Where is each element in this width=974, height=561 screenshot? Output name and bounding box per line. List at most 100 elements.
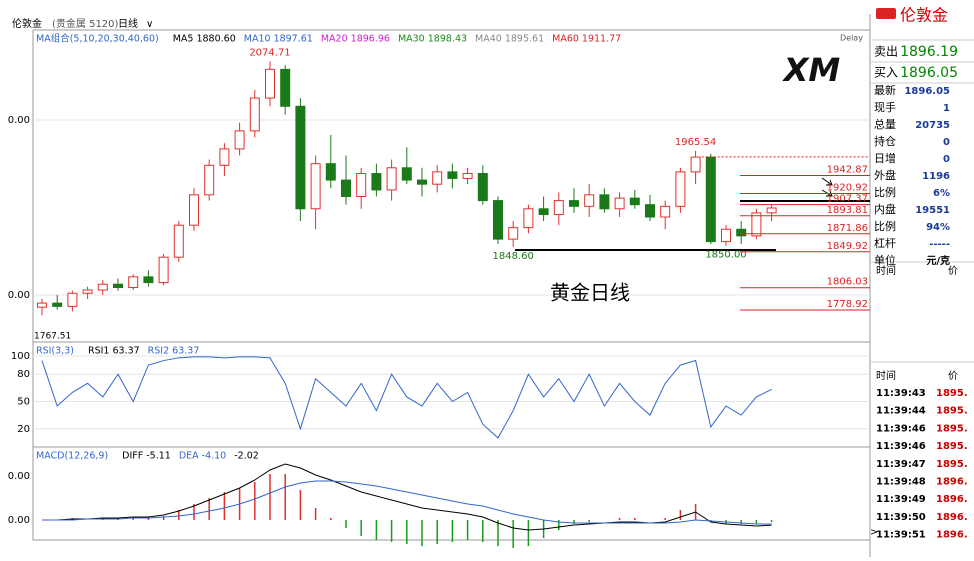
badge (876, 8, 896, 19)
candle-body (401, 167, 412, 181)
candle-body (705, 156, 716, 243)
tick-time: 11:39:47 (876, 459, 926, 470)
candle-body (462, 173, 473, 179)
candle-body (325, 163, 336, 181)
dea-line (42, 480, 772, 525)
candle-body (493, 200, 503, 240)
sell-label: 卖出 (874, 45, 898, 59)
price-annotation: 1850.00 (705, 250, 746, 261)
candle-body (614, 197, 625, 210)
y-axis-label: 0.00 (8, 515, 30, 526)
candle-body (280, 68, 291, 107)
quote-title: 伦敦金 (900, 6, 948, 25)
stat-value: 1196 (922, 171, 950, 182)
tick-time: 11:39:51 (876, 530, 926, 541)
arrows (821, 177, 833, 197)
candle-body (629, 197, 640, 206)
candle-body (310, 163, 321, 210)
tick-header-price: 价 (948, 265, 958, 277)
candle-body (37, 302, 47, 308)
candle-body (721, 228, 731, 243)
level-label: 1920.92 (827, 183, 868, 194)
stat-value: 0 (943, 137, 950, 148)
candle-body (675, 171, 686, 207)
buy-price: 1896.05 (900, 65, 958, 81)
stat-label: 杠杆 (874, 236, 896, 250)
ma-legend: MA组合(5,10,20,30,40,60) (36, 33, 159, 45)
candle-body (204, 164, 215, 196)
stat-label: 比例 (874, 219, 896, 233)
candle-body (599, 194, 610, 210)
sell-price: 1896.19 (900, 44, 958, 60)
price-annotation: 2074.71 (249, 47, 290, 58)
y-axis-label: 0.00 (8, 290, 30, 301)
rsi-legend: RSI(3,3) (36, 346, 74, 357)
tick-price: 1896. (936, 477, 968, 488)
y-axis-label: 0.00 (8, 471, 30, 482)
candle-body (234, 130, 245, 150)
logo-box (772, 52, 852, 90)
stat-value: 元/克 (926, 254, 950, 267)
candle-body (158, 256, 169, 284)
level-label: 1849.92 (827, 241, 868, 252)
stat-label: 最新 (874, 83, 896, 97)
y-tick-label: 50 (17, 397, 30, 408)
candle-body (584, 194, 595, 207)
candle-body (52, 302, 63, 307)
tick-price: 1896. (936, 494, 968, 505)
stat-value: 94% (926, 222, 950, 233)
level-label: 1778.92 (827, 299, 868, 310)
tick-time: 11:39:44 (876, 406, 926, 417)
candle-body (417, 179, 427, 185)
stat-value: 1896.05 (904, 86, 950, 97)
price-annotation: 1965.54 (675, 137, 716, 148)
macd-legend: DIFF -5.11 (122, 451, 171, 462)
tick-price: 1895. (936, 406, 968, 417)
level-label: 1893.81 (827, 205, 868, 216)
stat-label: 比例 (874, 185, 896, 199)
tick-time: 11:39:50 (876, 512, 926, 523)
macd-legend: DEA -4.10 (179, 451, 226, 462)
period[interactable]: 日线 (118, 17, 138, 30)
stat-value: 0 (943, 154, 950, 165)
stat-value: 1 (943, 103, 950, 114)
stat-value: 20735 (915, 120, 950, 131)
tick-header-time: 时间 (876, 369, 896, 382)
candle-body (660, 205, 671, 218)
candle-body (82, 289, 93, 294)
market: (贵金属 5120) (52, 17, 119, 30)
candle-body (371, 173, 382, 191)
stat-value: ----- (929, 239, 950, 250)
logo: XM (782, 51, 841, 89)
candle-body (113, 283, 123, 289)
y-axis-label: 0.00 (8, 115, 30, 126)
y-tick-label: 20 (17, 424, 30, 435)
stat-label: 内盘 (874, 202, 896, 216)
tick-header-time: 时间 (876, 264, 896, 277)
candle-body (265, 68, 275, 99)
level-label: 1806.03 (827, 277, 868, 288)
tick-price: 1896. (936, 530, 968, 541)
candle-body (67, 292, 78, 307)
stat-label: 单位 (874, 253, 896, 267)
ma-legend: MA30 1898.43 (398, 34, 467, 45)
candle-body (295, 105, 306, 210)
candle-body (173, 224, 184, 258)
candle-body (645, 204, 655, 218)
stat-value: 6% (933, 188, 950, 199)
candle-body (219, 148, 230, 166)
price-annotation: 1848.60 (493, 251, 534, 262)
ma-legend: MA5 1880.60 (173, 34, 236, 45)
ma-legend: MA20 1896.96 (321, 34, 390, 45)
stat-label: 现手 (874, 100, 896, 114)
low-label: 1767.51 (34, 332, 71, 342)
candle-body (432, 171, 443, 185)
candle-body (249, 97, 260, 132)
symbol: 伦敦金 (12, 17, 42, 30)
candle-body (569, 200, 579, 207)
dropdown[interactable]: ∨ (146, 19, 153, 30)
candle-body (766, 207, 777, 214)
candle-body (356, 173, 367, 197)
tick-time: 11:39:46 (876, 423, 926, 434)
